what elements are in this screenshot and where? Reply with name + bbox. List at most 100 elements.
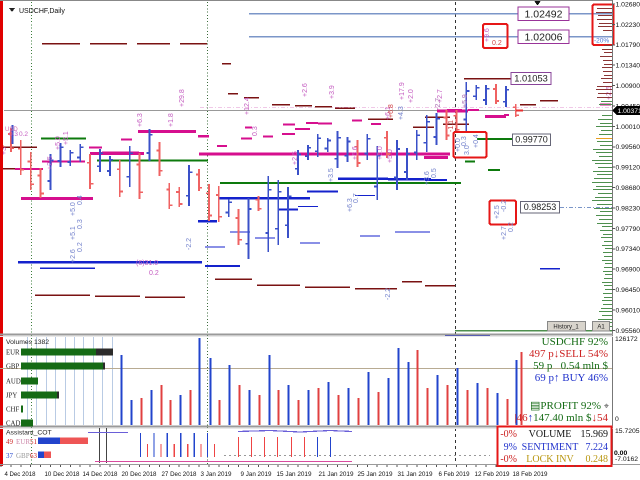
svg-text:1.00900: 1.00900: [616, 83, 640, 90]
svg-text:63: 63: [30, 452, 38, 460]
svg-text:0.98680: 0.98680: [616, 185, 640, 192]
svg-text:1.00010: 1.00010: [616, 124, 640, 131]
svg-text:+9.6: +9.6: [484, 28, 491, 42]
svg-text:15.7205: 15.7205: [615, 428, 640, 435]
svg-text:USD: USD: [5, 127, 18, 133]
svg-text:EUR: EUR: [6, 350, 20, 357]
svg-text:|46↑147.40 mln $↓54: |46↑147.40 mln $↓54: [514, 412, 608, 424]
svg-text:0.7: 0.7: [353, 193, 360, 203]
svg-text:+0.4: +0.4: [473, 134, 480, 148]
svg-text:+3.5: +3.5: [328, 168, 335, 182]
svg-text:0.3: 0.3: [9, 131, 18, 138]
svg-text:-0%: -0%: [500, 429, 517, 440]
svg-text:+5.0: +5.0: [377, 146, 384, 160]
svg-text:0.95560: 0.95560: [616, 328, 640, 335]
svg-text:-7.0162: -7.0162: [615, 456, 638, 463]
svg-text:+17.9: +17.9: [399, 82, 406, 100]
svg-text:0.99560: 0.99560: [616, 144, 640, 151]
svg-text:+5.0: +5.0: [70, 202, 77, 216]
svg-text:1.02492: 1.02492: [525, 9, 563, 21]
svg-text:▤PROFIT 92%: ▤PROFIT 92%: [530, 400, 601, 412]
svg-text:+4.3: +4.3: [398, 106, 405, 120]
svg-text:0.98253: 0.98253: [524, 202, 557, 212]
svg-text:Assistant_COT: Assistant_COT: [6, 430, 52, 437]
svg-text:0.4: 0.4: [77, 195, 84, 205]
svg-text:20 Dec 2018: 20 Dec 2018: [122, 471, 157, 478]
svg-text:+3: +3: [1, 147, 8, 155]
svg-text:+2.6: +2.6: [302, 83, 309, 97]
svg-text:A1: A1: [597, 325, 605, 331]
svg-text:GBP: GBP: [6, 364, 19, 371]
svg-text:+3.6: +3.6: [424, 171, 431, 185]
svg-text:-0.2: -0.2: [501, 200, 508, 212]
svg-text:0.96450: 0.96450: [616, 287, 640, 294]
svg-text:+2.5: +2.5: [494, 205, 501, 219]
svg-text:18 Feb 2019: 18 Feb 2019: [513, 471, 548, 478]
svg-text:0.3: 0.3: [252, 126, 259, 136]
svg-text:1.01053: 1.01053: [514, 74, 548, 84]
svg-text:+2.7: +2.7: [437, 89, 444, 103]
svg-text:(6)31.0: (6)31.0: [136, 260, 158, 267]
svg-text:Volumes 1382: Volumes 1382: [6, 339, 49, 346]
svg-text:0.96010: 0.96010: [616, 307, 640, 314]
svg-text:6 Feb 2019: 6 Feb 2019: [439, 471, 470, 478]
svg-text:0.2: 0.2: [508, 222, 515, 232]
svg-text:0.96900: 0.96900: [616, 267, 640, 274]
svg-text:0.97790: 0.97790: [616, 226, 640, 233]
svg-text:0.00: 0.00: [614, 450, 627, 457]
svg-text:-2.2: -2.2: [186, 238, 193, 250]
svg-text:0.2: 0.2: [77, 242, 84, 252]
svg-text:21 Jan 2019: 21 Jan 2019: [319, 471, 354, 478]
svg-text:+0.0: +0.0: [455, 138, 462, 152]
svg-text:+2.6: +2.6: [70, 249, 77, 263]
svg-text:9%: 9%: [504, 442, 517, 453]
svg-text:AUD: AUD: [6, 379, 21, 386]
svg-text:USDCHF,Daily: USDCHF,Daily: [19, 8, 65, 15]
svg-text:3.0: 3.0: [464, 145, 471, 155]
svg-text:CAD: CAD: [6, 421, 20, 428]
svg-text:+3.9: +3.9: [329, 85, 336, 99]
svg-text:0.2: 0.2: [19, 131, 28, 138]
svg-text:0.248: 0.248: [586, 454, 609, 465]
svg-text:-20%: -20%: [594, 38, 609, 45]
svg-text:126172: 126172: [615, 336, 638, 343]
svg-text:9 Jan 2019: 9 Jan 2019: [241, 471, 272, 478]
svg-text:0.98230: 0.98230: [616, 205, 640, 212]
svg-text:10 Dec 2018: 10 Dec 2018: [45, 471, 80, 478]
svg-text:0.3: 0.3: [77, 219, 84, 229]
svg-text:GBP: GBP: [16, 452, 30, 460]
svg-text:49: 49: [6, 438, 14, 446]
svg-text:3 Jan 2019: 3 Jan 2019: [201, 471, 232, 478]
svg-text:CHF: CHF: [6, 407, 19, 414]
svg-text:VOLUME: VOLUME: [529, 429, 572, 440]
svg-text:4 Dec 2018: 4 Dec 2018: [5, 471, 36, 478]
svg-text:+5.1: +5.1: [70, 226, 77, 240]
svg-text:SENTIMENT: SENTIMENT: [522, 442, 579, 453]
svg-text:27 Dec 2018: 27 Dec 2018: [162, 471, 197, 478]
svg-text:+2.5: +2.5: [47, 156, 54, 170]
svg-text:1.02006: 1.02006: [525, 32, 563, 44]
svg-text:1.01340: 1.01340: [616, 63, 640, 70]
svg-text:+6.3: +6.3: [137, 113, 144, 127]
svg-text:USDCHF 92%: USDCHF 92%: [542, 336, 608, 348]
svg-text:+2.7: +2.7: [501, 226, 508, 240]
svg-text:JPY: JPY: [6, 393, 17, 400]
svg-text:LOCK INV: LOCK INV: [526, 454, 574, 465]
svg-text:+5.6: +5.6: [352, 146, 359, 160]
svg-text:15.969: 15.969: [581, 429, 609, 440]
svg-text:12 Feb 2019: 12 Feb 2019: [475, 471, 510, 478]
svg-text:31 Jan 2019: 31 Jan 2019: [398, 471, 433, 478]
svg-text:+5.0: +5.0: [387, 149, 394, 163]
svg-text:+2.5: +2.5: [292, 151, 299, 165]
svg-text:497 p↓SELL 54%: 497 p↓SELL 54%: [529, 348, 608, 360]
svg-text:0.97340: 0.97340: [616, 246, 640, 253]
svg-text:+12.4: +12.4: [244, 97, 251, 115]
svg-text:0.2: 0.2: [149, 270, 159, 277]
svg-text:1.02680: 1.02680: [616, 1, 640, 8]
svg-text:+2.0: +2.0: [408, 89, 415, 103]
svg-text:1.00371: 1.00371: [618, 108, 640, 115]
svg-text:⌖: ⌖: [604, 401, 609, 411]
svg-text:51: 51: [30, 438, 38, 446]
svg-text:+5.1: +5.1: [63, 131, 70, 145]
svg-text:-2.2: -2.2: [385, 288, 392, 300]
